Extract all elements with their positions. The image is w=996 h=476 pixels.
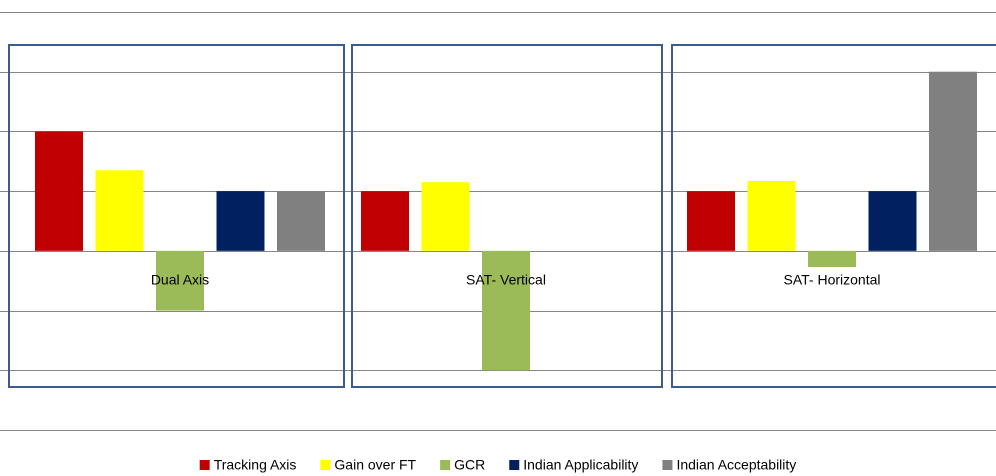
bar — [156, 250, 204, 311]
category-label: SAT- Vertical — [466, 272, 546, 288]
legend: Tracking Axis Gain over FT GCR Indian Appli… — [199, 457, 796, 473]
bars — [35, 71, 977, 371]
category-label: Dual Axis — [151, 272, 209, 288]
legend-label: Gain over FT — [334, 457, 416, 473]
bar — [95, 170, 144, 251]
category-label: SAT- Horizontal — [784, 272, 881, 288]
legend-swatch — [440, 460, 451, 470]
bar — [929, 71, 977, 251]
bar — [216, 191, 265, 251]
bar — [35, 131, 83, 251]
bar — [277, 191, 325, 251]
legend-label: Tracking Axis — [214, 457, 297, 473]
bar — [421, 182, 470, 251]
legend-label: Indian Applicability — [523, 457, 638, 473]
bar — [687, 191, 735, 251]
bar — [868, 191, 917, 251]
legend-label: Indian Acceptability — [676, 457, 796, 473]
group-frame — [351, 44, 663, 388]
legend-swatch — [509, 460, 520, 470]
legend-label: GCR — [454, 457, 485, 473]
bar — [482, 250, 530, 371]
legend-swatch — [662, 460, 673, 470]
legend-swatch — [199, 460, 210, 470]
bar — [361, 191, 409, 251]
group-frame — [671, 44, 996, 388]
legend-swatch — [320, 460, 331, 470]
bar — [747, 180, 796, 251]
group-frame — [8, 44, 345, 388]
labels: Dual Axis SAT- Vertical SAT- Horizontal — [151, 272, 881, 288]
bar — [808, 250, 856, 267]
